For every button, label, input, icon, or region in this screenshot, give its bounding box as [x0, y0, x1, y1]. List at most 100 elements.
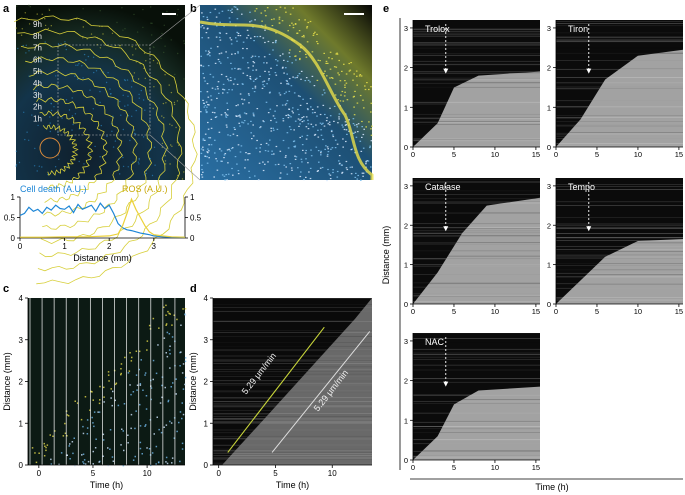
x-tick-label: 15	[675, 150, 683, 159]
y-tick-label: 3	[404, 24, 408, 33]
y-tick-label: 0	[404, 300, 408, 309]
y-axis-label: Distance (mm)	[188, 352, 198, 411]
y-tick-label: 4	[204, 294, 209, 303]
wavefront-region	[556, 239, 683, 304]
arrow-head-icon	[443, 226, 449, 232]
y-tick-label: 2	[404, 221, 408, 230]
x-tick-label: 0	[411, 463, 415, 472]
y-right-tick-label: 0	[190, 234, 195, 243]
panel-a-image: 9h 8h 7h 6h 5h 4h 3h 2h 1h	[14, 4, 201, 285]
panel-e-ylabel: Distance (mm)	[381, 226, 391, 285]
arrow-head-icon	[443, 68, 449, 74]
kymograph-title: Catalase	[425, 182, 461, 192]
y-tick-label: 3	[547, 182, 551, 191]
x-tick-label: 15	[532, 307, 540, 316]
x-tick-label: 5	[91, 469, 96, 478]
x-tick-label: 3	[152, 242, 157, 251]
y-tick-label: 3	[547, 24, 551, 33]
kymograph-title: Tempo	[568, 182, 595, 192]
x-tick-label: 10	[491, 150, 499, 159]
x-tick-label: 5	[452, 463, 456, 472]
y-tick-label: 1	[547, 261, 551, 270]
x-tick-label: 1	[62, 242, 67, 251]
y-tick-label: 1	[19, 419, 24, 428]
x-axis-label: Time (h)	[276, 480, 309, 490]
y-tick-label: 3	[19, 336, 24, 345]
y-tick-label: 4	[19, 294, 24, 303]
y-tick-label: 1	[404, 416, 408, 425]
y-tick-label: 3	[404, 337, 408, 346]
hour-label: 1h	[33, 114, 42, 123]
y-tick-label: 1	[404, 261, 408, 270]
y-tick-label: 0	[204, 461, 209, 470]
y-tick-label: 0	[404, 456, 408, 465]
panel-letter-c: c	[3, 283, 9, 295]
x-tick-label: 0	[216, 469, 221, 478]
hour-label: 2h	[33, 103, 42, 112]
x-tick-label: 0	[18, 242, 23, 251]
hour-label: 7h	[33, 44, 42, 53]
arrow-head-icon	[586, 68, 592, 74]
x-tick-label: 10	[491, 463, 499, 472]
panel-letter-d: d	[190, 283, 197, 295]
y-tick-label: 2	[404, 377, 408, 386]
x-tick-label: 5	[452, 307, 456, 316]
velocity-fit-line-1	[227, 326, 325, 453]
arrow-head-icon	[443, 381, 449, 387]
arrow-head-icon	[586, 226, 592, 232]
x-tick-label: 2	[107, 242, 112, 251]
hour-label: 4h	[33, 79, 42, 88]
y-tick-label: 0	[404, 143, 408, 152]
y-tick-label: 3	[404, 182, 408, 191]
y-tick-label: 0	[547, 300, 551, 309]
legend-cell-death: Cell death (A.U.)	[20, 184, 87, 194]
panel-c-chart: 0 5 10 0 1 2 3 4 Time (h) Distance (mm)	[2, 294, 187, 490]
x-tick-label: 5	[452, 150, 456, 159]
hour-label: 5h	[33, 67, 42, 76]
y-tick-label: 1	[547, 103, 551, 112]
x-tick-label: 15	[532, 463, 540, 472]
y-axis-label: Distance (mm)	[2, 352, 12, 411]
y-tick-label: 2	[404, 64, 408, 73]
kymograph-title: NAC	[425, 337, 445, 347]
series-line	[20, 197, 186, 238]
hour-label: 9h	[33, 20, 42, 29]
panel-e-xlabel: Time (h)	[535, 482, 568, 492]
wavefront-region	[222, 298, 372, 465]
y-left-tick-label: 1	[11, 193, 16, 202]
panel-letter-b: b	[190, 3, 197, 15]
x-tick-label: 15	[675, 307, 683, 316]
y-right-tick-label: 0.5	[190, 214, 202, 223]
hour-label: 3h	[33, 91, 42, 100]
x-tick-label: 10	[491, 307, 499, 316]
y-left-tick-label: 0	[11, 234, 16, 243]
x-tick-label: 10	[328, 469, 337, 478]
y-tick-label: 0	[547, 143, 551, 152]
y-right-tick-label: 1	[190, 193, 195, 202]
wavefront-region	[413, 197, 540, 304]
x-tick-label: 5	[273, 469, 278, 478]
y-tick-label: 0	[19, 461, 24, 470]
y-tick-label: 2	[547, 221, 551, 230]
y-tick-label: 2	[547, 64, 551, 73]
x-tick-label: 0	[411, 307, 415, 316]
plot-area	[28, 298, 185, 465]
x-tick-label: 0	[554, 150, 558, 159]
panel-letter-e: e	[383, 3, 389, 15]
y-left-tick-label: 0.5	[4, 214, 16, 223]
hour-label: 8h	[33, 32, 42, 41]
velocity-fit-line-2	[271, 331, 371, 453]
wavefront-region	[556, 49, 683, 147]
x-tick-label: 0	[554, 307, 558, 316]
y-tick-label: 2	[204, 378, 209, 387]
panel-letter-a: a	[3, 3, 10, 15]
legend-ros: ROS (A.U.)	[122, 184, 168, 194]
panel-d-chart: 0 5 10 0 1 2 3 4 Time (h) Distance (mm)	[188, 294, 372, 490]
x-tick-label: 10	[634, 150, 642, 159]
panel-a-chart: 0 1 2 3 0 0.5 1 0 0.5 1 Distance (mm)	[4, 193, 202, 263]
kymograph-title: Tiron	[568, 24, 588, 34]
wavefront-region	[413, 71, 540, 147]
y-tick-label: 1	[404, 103, 408, 112]
